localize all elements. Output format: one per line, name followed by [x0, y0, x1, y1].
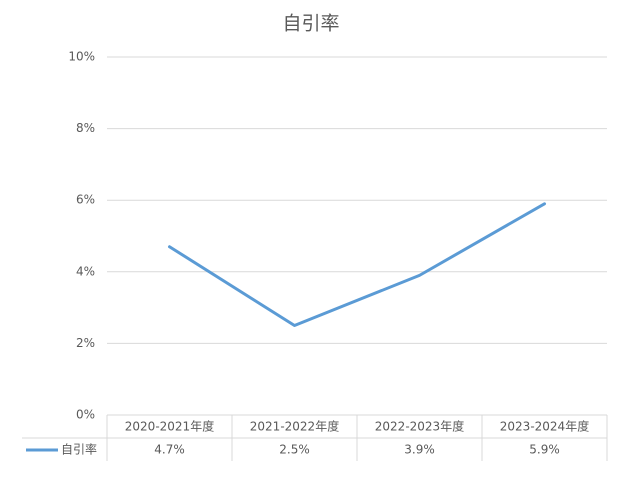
chart-title: 自引率: [282, 13, 339, 35]
y-tick-label: 10%: [68, 50, 95, 64]
y-tick-label: 6%: [76, 193, 95, 207]
x-tick-label: 2023-2024年度: [500, 419, 589, 434]
legend-label: 自引率: [61, 442, 97, 457]
table-value: 4.7%: [154, 443, 185, 457]
x-tick-label: 2021-2022年度: [250, 419, 339, 434]
y-tick-label: 8%: [76, 121, 95, 135]
x-tick-label: 2020-2021年度: [125, 419, 214, 434]
series-line: [168, 202, 546, 327]
y-tick-label: 0%: [76, 408, 95, 422]
y-tick-label: 4%: [76, 264, 95, 278]
table-value: 3.9%: [404, 443, 435, 457]
y-tick-label: 2%: [76, 336, 95, 350]
table-value: 5.9%: [529, 443, 560, 457]
table-value: 2.5%: [279, 443, 310, 457]
x-tick-label: 2022-2023年度: [375, 419, 464, 434]
